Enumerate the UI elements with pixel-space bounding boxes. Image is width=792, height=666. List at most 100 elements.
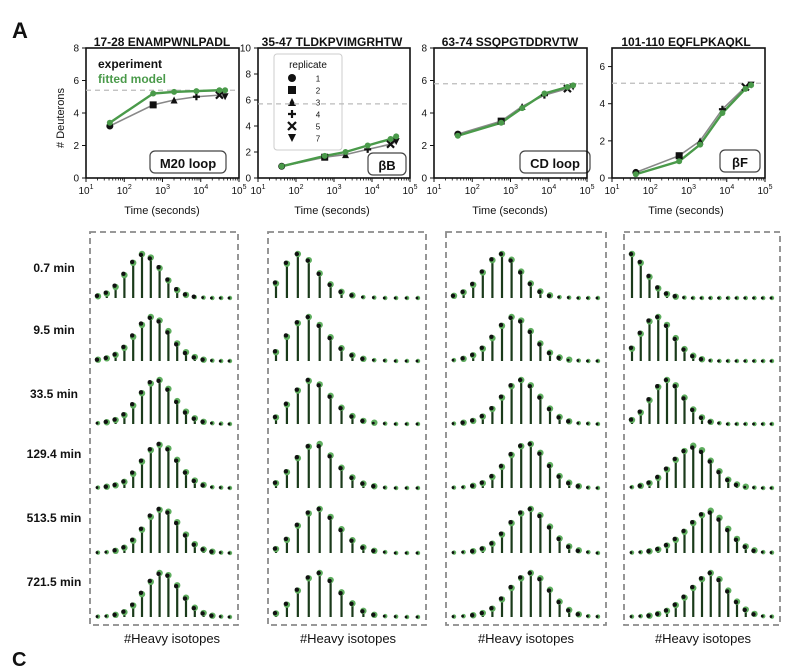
isotope-experiment-dot (769, 615, 773, 618)
isotope-experiment-dot (360, 545, 365, 550)
isotope-experiment-dot (174, 287, 179, 292)
isotope-experiment-dot (663, 291, 669, 296)
isotope-experiment-dot (498, 463, 504, 469)
isotope-experiment-dot (672, 456, 677, 462)
isotope-experiment-dot (349, 538, 354, 543)
isotope-dashed-box (445, 231, 607, 626)
isotope-dashed-box (267, 231, 427, 626)
x-tick-label: 104 (364, 184, 379, 197)
isotope-experiment-dot (586, 486, 589, 489)
isotope-experiment-dot (112, 417, 117, 422)
isotope-experiment-dot (498, 394, 504, 399)
isotope-experiment-dot (742, 544, 747, 550)
y-tick-label: 6 (245, 96, 251, 107)
isotope-experiment-dot (698, 357, 704, 362)
isotope-experiment-dot (349, 601, 354, 606)
isotope-experiment-dot (404, 551, 408, 555)
isotope-experiment-dot (218, 486, 222, 489)
fitted-point (454, 132, 461, 139)
isotope-experiment-dot (716, 469, 721, 475)
isotope-experiment-dot (479, 546, 484, 551)
isotope-experiment-dot (174, 584, 179, 589)
isotope-experiment-dot (546, 406, 552, 412)
isotope-experiment-dot (751, 548, 756, 553)
isotope-experiment-dot (760, 422, 764, 426)
experiment-point (386, 139, 395, 149)
isotope-experiment-dot (527, 383, 532, 389)
isotope-experiment-dot (518, 270, 523, 275)
x-tick-label: 104 (193, 184, 208, 197)
isotope-experiment-dot (147, 315, 152, 321)
isotope-experiment-dot (595, 422, 599, 426)
isotope-experiment-dot (165, 387, 170, 392)
uptake-title-2: 35-47 TLDKPVIMGRHTW (262, 35, 403, 49)
x-tick-label: 104 (719, 184, 734, 197)
isotope-experiment-dot (734, 422, 738, 426)
uptake-title-1: 17-28 ENAMPWNLPADL (94, 35, 230, 49)
fitted-point (748, 82, 755, 89)
isotope-experiment-dot (316, 570, 321, 576)
isotope-experiment-dot (489, 405, 494, 411)
isotope-experiment-dot (338, 591, 343, 596)
isotope-experiment-dot (527, 570, 532, 576)
isotope-experiment-dot (121, 609, 126, 614)
isotope-experiment-dot (769, 296, 773, 300)
isotope-experiment-dot (451, 551, 455, 554)
y-tick-label: 6 (73, 76, 79, 87)
fitted-point (150, 90, 157, 97)
isotope-experiment-dot (327, 454, 332, 459)
isotope-experiment-dot (708, 359, 712, 362)
y-tick-label: 2 (73, 141, 79, 152)
isotope-experiment-dot (725, 359, 729, 363)
isotope-experiment-dot (537, 342, 542, 347)
isotope-experiment-dot (272, 480, 278, 485)
isotope-experiment-dot (742, 607, 747, 613)
isotope-experiment-dot (760, 550, 764, 554)
isotope-experiment-dot (218, 615, 222, 618)
isotope-experiment-dot (629, 551, 633, 554)
isotope-experiment-dot (470, 483, 475, 488)
badge-box-2 (367, 152, 407, 176)
replicate-label-3: 3 (316, 99, 321, 108)
isotope-experiment-dot (112, 612, 117, 617)
isotope-experiment-dot (672, 294, 677, 299)
fitted-point (171, 88, 178, 95)
isotope-experiment-dot (305, 377, 310, 383)
isotope-experiment-dot (327, 335, 332, 341)
isotope-experiment-dot (760, 486, 764, 490)
fitted-point (632, 171, 639, 178)
isotope-experiment-dot (95, 486, 99, 489)
isotope-experiment-dot (752, 486, 755, 489)
isotope-experiment-dot (201, 296, 205, 299)
isotope-experiment-dot (698, 415, 704, 421)
isotope-experiment-dot (489, 606, 494, 611)
isotope-experiment-dot (227, 359, 231, 363)
isotope-experiment-dot (460, 356, 465, 361)
fitted-point (387, 136, 394, 142)
isotope-experiment-dot (518, 319, 523, 324)
isotope-experiment-dot (690, 520, 695, 525)
isotope-experiment-dot (305, 258, 310, 263)
isotope-experiment-dot (690, 407, 695, 413)
x-tick-label: 103 (681, 184, 696, 197)
isotope-experiment-dot (690, 296, 694, 300)
isotope-experiment-dot (733, 537, 739, 542)
isotope-experiment-dot (360, 418, 365, 424)
x-tick-label: 102 (288, 184, 303, 197)
isotope-experiment-dot (725, 527, 730, 533)
isotope-experiment-dot (316, 506, 321, 512)
isotope-experiment-dot (646, 273, 651, 279)
isotope-xlabel-4: #Heavy isotopes (655, 631, 752, 646)
isotope-experiment-dot (699, 296, 703, 300)
isotope-experiment-dot (628, 345, 634, 350)
isotope-experiment-dot (191, 542, 196, 547)
isotope-experiment-dot (769, 422, 773, 426)
badge-box-3 (519, 150, 591, 174)
isotope-experiment-dot (382, 614, 386, 618)
isotope-experiment-dot (556, 599, 561, 605)
uptake-axes-3: 0 2 4 6 8 101 102 103 104 105 (421, 44, 594, 198)
isotope-experiment-dot (769, 486, 773, 490)
isotope-experiment-dot (130, 537, 135, 542)
